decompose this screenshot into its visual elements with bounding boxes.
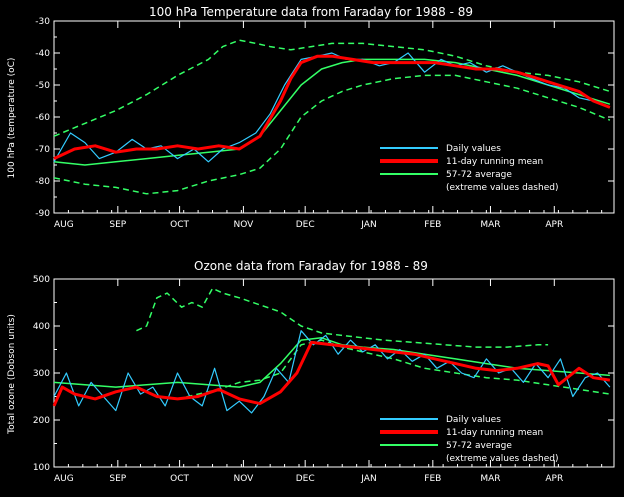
- ozone-y-tick-label: 400: [33, 322, 50, 332]
- ozone-legend: Daily values 11-day running mean 57-72 ave…: [380, 415, 558, 464]
- temperature-legend-label-running-mean: 11-day running mean: [446, 157, 543, 167]
- temperature-month-label-oct: OCT: [170, 220, 189, 230]
- temperature-legend-extreme-note: (extreme values dashed): [446, 183, 558, 193]
- ozone-y-tick-label: 200: [33, 416, 50, 426]
- temperature-month-label-feb: FEB: [424, 220, 441, 230]
- temperature-month-label-nov: NOV: [233, 220, 254, 230]
- temperature-series-upper: [53, 39, 611, 137]
- temperature-series-average: [53, 58, 611, 166]
- ozone-month-label-oct: OCT: [170, 474, 189, 484]
- temperature-y-tick-label: -70: [35, 145, 50, 155]
- ozone-legend-label-average: 57-72 average: [446, 441, 512, 451]
- temperature-month-label-dec: DEC: [296, 220, 315, 230]
- ozone-legend-label-daily: Daily values: [446, 415, 501, 425]
- ozone-y-tick-label: 500: [33, 275, 50, 285]
- ozone-month-label-nov: NOV: [233, 474, 254, 484]
- temperature-legend: Daily values 11-day running mean 57-72 ave…: [380, 144, 558, 193]
- temperature-series-running_mean: [53, 54, 611, 160]
- ozone-panel: Ozone data from Faraday for 1988 - 89 To…: [7, 259, 615, 484]
- ozone-chart-title: Ozone data from Faraday for 1988 - 89: [194, 259, 428, 273]
- ozone-month-label-sep: SEP: [109, 474, 126, 484]
- temperature-panel: 100 hPa Temperature data from Faraday fo…: [7, 5, 615, 230]
- ozone-y-tick-label: 100: [33, 463, 50, 473]
- temperature-series-lower: [53, 74, 611, 195]
- temperature-y-axis-label: 100 hPa (temperature (oC): [7, 58, 17, 179]
- ozone-month-label-jan: JAN: [360, 474, 376, 484]
- ozone-y-tick-label: 300: [33, 369, 50, 379]
- temperature-legend-label-average: 57-72 average: [446, 170, 512, 180]
- ozone-month-label-feb: FEB: [424, 474, 441, 484]
- ozone-legend-extreme-note: (extreme values dashed): [446, 454, 558, 464]
- ozone-month-label-dec: DEC: [296, 474, 315, 484]
- ozone-month-label-mar: MAR: [480, 474, 500, 484]
- temperature-month-label-sep: SEP: [109, 220, 126, 230]
- temperature-month-label-apr: APR: [545, 220, 563, 230]
- temperature-y-tick-label: -50: [35, 81, 50, 91]
- ozone-month-label-apr: APR: [545, 474, 563, 484]
- ozone-y-axis-label: Total ozone (Dobson units): [7, 314, 17, 435]
- ozone-legend-label-running-mean: 11-day running mean: [446, 428, 543, 438]
- temperature-series: [53, 39, 611, 195]
- temperature-chart-title: 100 hPa Temperature data from Faraday fo…: [149, 5, 473, 19]
- ozone-axes: 100 200 300 400 500 AUG SEP OCT NOV DEC JAN FEB MAR A…: [33, 275, 615, 484]
- temperature-y-tick-label: -40: [35, 49, 50, 59]
- temperature-y-tick-label: -30: [35, 17, 50, 27]
- temperature-month-label-mar: MAR: [480, 220, 500, 230]
- temperature-legend-label-daily: Daily values: [446, 144, 501, 154]
- temperature-y-tick-label: -60: [35, 113, 50, 123]
- temperature-y-tick-label: -80: [35, 177, 50, 187]
- temperature-axes: -30 -40 -50 -60 -70 -80 -90 AUG SEP OCT NOV DEC JAN F…: [35, 17, 615, 230]
- temperature-month-label-jan: JAN: [360, 220, 376, 230]
- ozone-month-label-aug: AUG: [54, 474, 74, 484]
- ozone-series-average: [53, 337, 610, 388]
- ozone-series: [52, 287, 611, 414]
- ozone-series-running_mean: [52, 340, 611, 407]
- temperature-month-label-aug: AUG: [54, 220, 74, 230]
- temperature-y-tick-label: -90: [35, 209, 50, 219]
